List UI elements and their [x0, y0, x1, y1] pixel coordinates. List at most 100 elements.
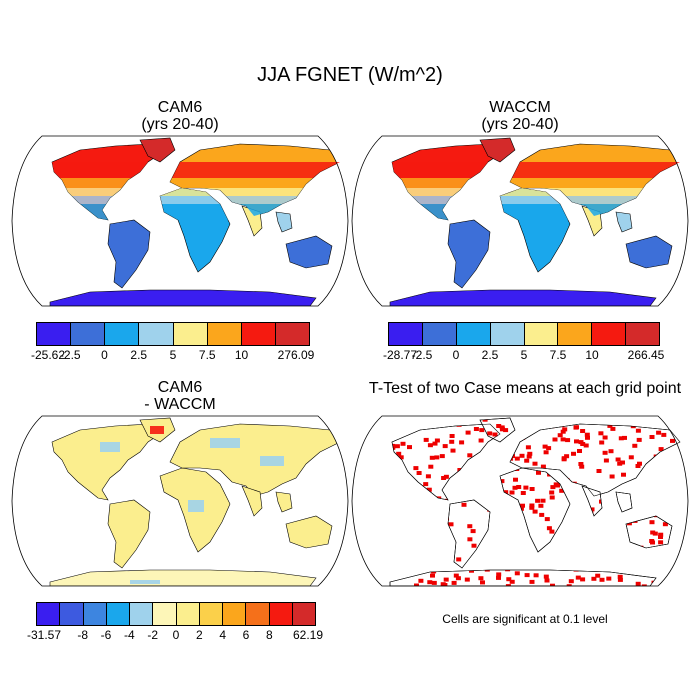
significant-cell — [473, 427, 479, 431]
significant-cell — [619, 418, 625, 421]
significant-cell — [462, 418, 468, 421]
significant-cell — [509, 490, 515, 495]
significant-cell — [492, 452, 498, 456]
significant-cell — [500, 427, 505, 432]
map-frame — [11, 415, 349, 587]
significant-cell — [681, 444, 686, 448]
significant-cell — [453, 573, 459, 578]
significant-cell — [625, 545, 631, 550]
significant-cell — [448, 522, 454, 527]
significant-cell — [378, 424, 383, 428]
significant-cell — [635, 428, 641, 433]
significant-cell — [505, 510, 511, 515]
significant-cell — [658, 535, 663, 539]
latitude-band — [52, 204, 340, 220]
significant-cell — [550, 485, 556, 490]
significant-cell — [428, 523, 434, 528]
significant-cell — [612, 550, 618, 555]
significant-cell — [440, 422, 445, 427]
significant-cell — [536, 470, 541, 475]
significant-cell — [383, 450, 388, 454]
significant-cell — [637, 461, 642, 466]
significant-cell — [658, 554, 664, 559]
significant-cell — [658, 447, 664, 452]
significant-cell — [644, 485, 650, 490]
significant-cell — [434, 546, 439, 551]
significant-cell — [390, 455, 395, 460]
landmass-antarctica — [389, 289, 657, 306]
significant-cell — [550, 548, 556, 553]
significant-cell — [467, 486, 472, 491]
significant-cell — [628, 455, 634, 460]
significant-cell — [416, 552, 421, 557]
landmass-seasia — [275, 491, 293, 513]
significant-cell — [659, 546, 665, 551]
difference-patch — [150, 426, 164, 434]
colorbar-diff-tick-label: 62.19 — [292, 628, 324, 642]
significant-cell — [687, 432, 690, 436]
significant-cell — [617, 574, 623, 579]
significant-cell — [579, 464, 585, 469]
significant-cell — [443, 588, 448, 590]
difference-patch — [100, 442, 120, 452]
significant-cell — [659, 506, 665, 511]
significant-cell — [603, 566, 609, 571]
significant-cell — [431, 508, 437, 513]
significant-cell — [674, 469, 680, 474]
significant-cell — [599, 577, 605, 582]
significant-cell — [678, 554, 680, 559]
significant-cell — [431, 569, 437, 574]
significant-cell — [390, 423, 391, 428]
significant-cell — [479, 428, 485, 433]
significant-cell — [610, 426, 616, 431]
significant-cell — [574, 439, 579, 444]
significant-cell — [446, 551, 452, 556]
panel-waccm-subtitle: (yrs 20-40) — [481, 116, 559, 133]
colorbar-cam6-tick-label: -25.62 — [30, 348, 66, 362]
significant-cell — [395, 557, 401, 562]
significant-cell — [650, 530, 656, 535]
colorbar-diff-swatch — [37, 603, 61, 625]
significant-cell — [532, 562, 538, 567]
colorbar-waccm-tick-label: 266.45 — [627, 348, 665, 362]
significant-cell — [487, 501, 493, 506]
significant-cell — [596, 537, 602, 542]
significant-cell — [427, 512, 433, 517]
significant-cell — [565, 482, 571, 487]
colorbar-cam6-swatch — [71, 323, 106, 345]
significant-cell — [511, 541, 517, 546]
significant-cell — [470, 529, 476, 534]
significant-cell — [379, 441, 384, 445]
significant-cell — [617, 461, 623, 466]
colorbar-waccm-swatch — [456, 323, 491, 345]
significant-cell — [552, 437, 558, 442]
significant-cell — [438, 565, 444, 570]
significant-cell — [413, 466, 419, 471]
significant-cell — [374, 441, 379, 445]
significant-cell — [580, 508, 585, 513]
significant-cell — [500, 509, 506, 514]
significant-cell — [461, 502, 467, 507]
significant-cell — [564, 454, 570, 459]
significant-cell — [495, 536, 501, 541]
map-frame — [351, 415, 689, 587]
significant-cell — [464, 577, 470, 582]
colorbar-diff-tick-label: -4 — [123, 628, 135, 642]
significant-cell — [649, 435, 655, 439]
significant-cell — [491, 508, 497, 513]
significant-cell — [486, 502, 492, 507]
panel-ttest-title: T-Test of two Case means at each grid po… — [368, 380, 682, 397]
significant-cell — [513, 539, 519, 544]
significant-cell — [397, 545, 403, 550]
significant-cell — [360, 519, 365, 523]
significant-cell — [548, 556, 554, 561]
colorbar-diff-labels: -31.57 -8 -6 -4 -2 0 2 4 6 8 62.19 — [27, 628, 323, 644]
latitude-band — [52, 188, 340, 196]
significant-cell — [465, 430, 471, 435]
significant-cell — [391, 470, 397, 474]
significant-cell — [434, 455, 440, 460]
significant-cell — [591, 576, 597, 581]
significant-cell — [513, 477, 518, 482]
significant-cell — [396, 480, 402, 485]
significant-cell — [506, 504, 512, 508]
